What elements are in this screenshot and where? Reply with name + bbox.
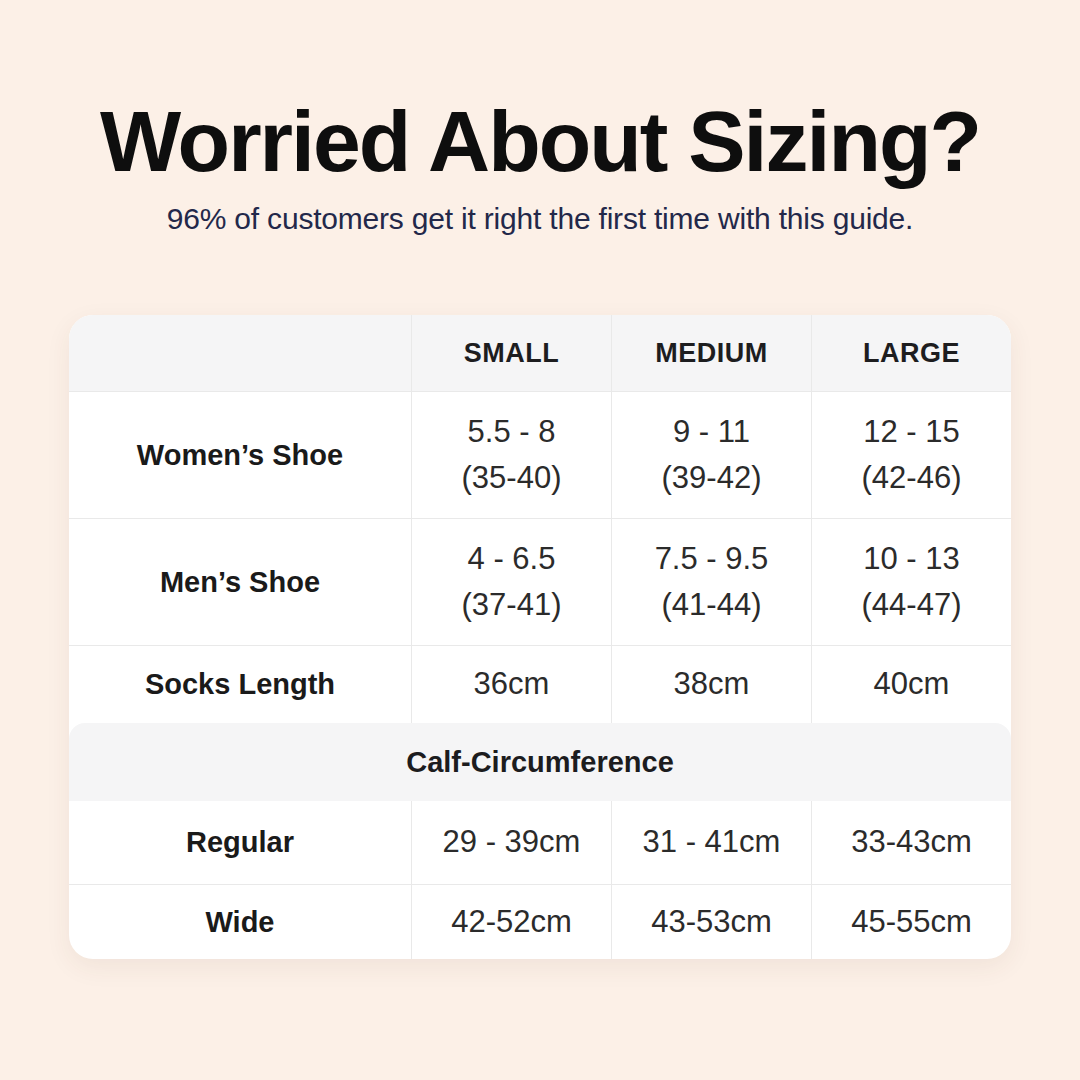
cell-regular-large: 33-43cm xyxy=(811,801,1011,884)
cell-value: 12 - 15 xyxy=(863,409,960,456)
column-header-medium: MEDIUM xyxy=(611,315,811,391)
cell-womens-large: 12 - 15 (42-46) xyxy=(811,392,1011,518)
cell-wide-medium: 43-53cm xyxy=(611,885,811,959)
cell-value: 29 - 39cm xyxy=(443,819,581,866)
cell-value: 45-55cm xyxy=(851,899,972,946)
cell-value: 42-52cm xyxy=(451,899,572,946)
cell-wide-small: 42-52cm xyxy=(411,885,611,959)
row-label-socks-length: Socks Length xyxy=(69,646,411,723)
cell-value: 36cm xyxy=(474,661,550,708)
cell-value-eu: (35-40) xyxy=(462,455,562,502)
cell-womens-small: 5.5 - 8 (35-40) xyxy=(411,392,611,518)
row-label-womens-shoe: Women’s Shoe xyxy=(69,392,411,518)
cell-value: 9 - 11 xyxy=(673,409,750,456)
cell-mens-large: 10 - 13 (44-47) xyxy=(811,519,1011,645)
table-row-mens-shoe: Men’s Shoe 4 - 6.5 (37-41) 7.5 - 9.5 (41… xyxy=(69,518,1011,645)
cell-value: 5.5 - 8 xyxy=(468,409,556,456)
cell-mens-small: 4 - 6.5 (37-41) xyxy=(411,519,611,645)
cell-value: 10 - 13 xyxy=(863,536,960,583)
row-label-regular: Regular xyxy=(69,801,411,884)
cell-value-eu: (37-41) xyxy=(462,582,562,629)
table-row-womens-shoe: Women’s Shoe 5.5 - 8 (35-40) 9 - 11 (39-… xyxy=(69,391,1011,518)
cell-value-eu: (39-42) xyxy=(662,455,762,502)
row-label-mens-shoe: Men’s Shoe xyxy=(69,519,411,645)
size-guide-table: SMALL MEDIUM LARGE Women’s Shoe 5.5 - 8 … xyxy=(69,315,1011,959)
cell-socks-medium: 38cm xyxy=(611,646,811,723)
section-header-calf-circumference: Calf-Circumference xyxy=(69,723,1011,801)
section-header-label: Calf-Circumference xyxy=(406,746,674,779)
cell-value-eu: (42-46) xyxy=(862,455,962,502)
cell-value: 43-53cm xyxy=(651,899,772,946)
table-row-regular: Regular 29 - 39cm 31 - 41cm 33-43cm xyxy=(69,801,1011,884)
page-subtitle: 96% of customers get it right the first … xyxy=(0,202,1080,236)
cell-mens-medium: 7.5 - 9.5 (41-44) xyxy=(611,519,811,645)
cell-value: 7.5 - 9.5 xyxy=(655,536,769,583)
table-header-row: SMALL MEDIUM LARGE xyxy=(69,315,1011,391)
cell-value: 38cm xyxy=(674,661,750,708)
cell-value: 4 - 6.5 xyxy=(468,536,556,583)
column-header-small: SMALL xyxy=(411,315,611,391)
page-header: Worried About Sizing? 96% of customers g… xyxy=(0,96,1080,236)
cell-wide-large: 45-55cm xyxy=(811,885,1011,959)
cell-socks-large: 40cm xyxy=(811,646,1011,723)
cell-regular-medium: 31 - 41cm xyxy=(611,801,811,884)
column-header-large: LARGE xyxy=(811,315,1011,391)
cell-regular-small: 29 - 39cm xyxy=(411,801,611,884)
cell-value-eu: (44-47) xyxy=(862,582,962,629)
cell-value: 31 - 41cm xyxy=(643,819,781,866)
cell-socks-small: 36cm xyxy=(411,646,611,723)
table-row-wide: Wide 42-52cm 43-53cm 45-55cm xyxy=(69,884,1011,959)
cell-value-eu: (41-44) xyxy=(662,582,762,629)
header-corner-cell xyxy=(69,315,411,391)
cell-womens-medium: 9 - 11 (39-42) xyxy=(611,392,811,518)
row-label-wide: Wide xyxy=(69,885,411,959)
cell-value: 33-43cm xyxy=(851,819,972,866)
page-title: Worried About Sizing? xyxy=(0,96,1080,186)
table-row-socks-length: Socks Length 36cm 38cm 40cm xyxy=(69,645,1011,723)
cell-value: 40cm xyxy=(874,661,950,708)
